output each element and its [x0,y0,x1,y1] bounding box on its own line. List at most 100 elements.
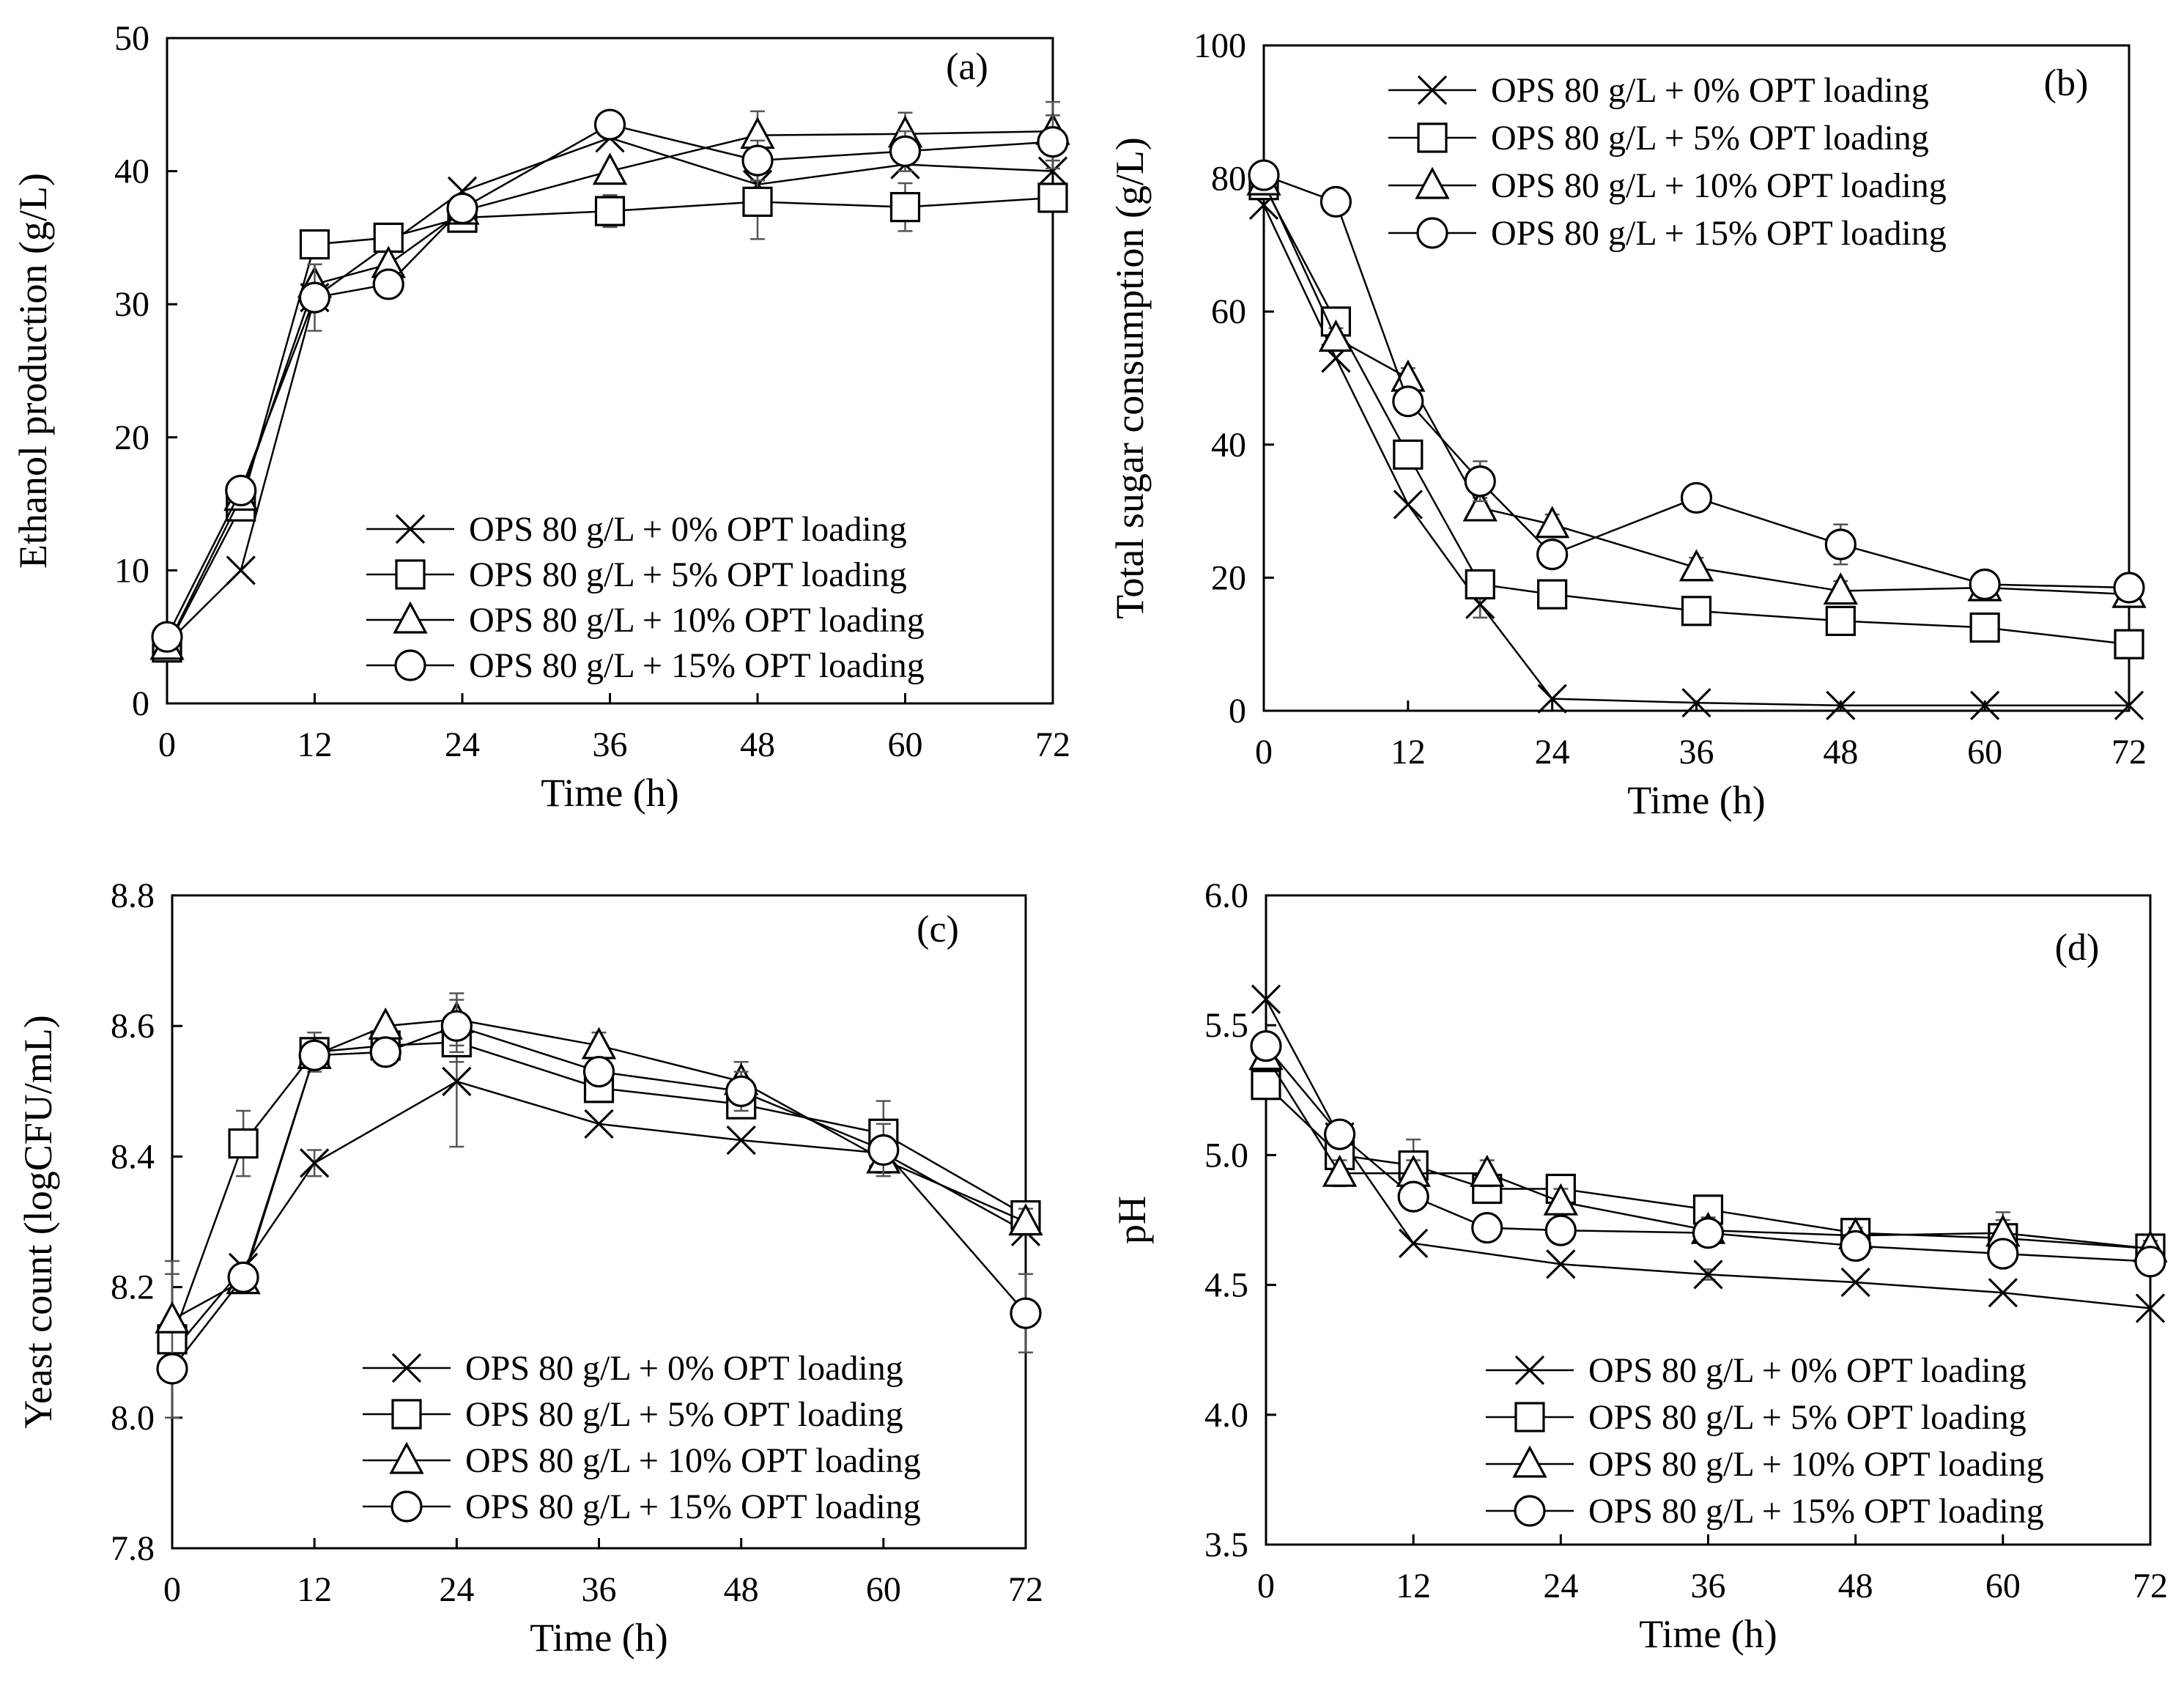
panel-a-data-point [742,186,773,217]
panel-c-data-point [867,1134,900,1167]
panel-d-ytick-label: 4.5 [1204,1266,1248,1305]
legend-label: OPS 80 g/L + 15% OPT loading [465,1487,921,1526]
panel-b-data-point [1970,690,2000,720]
panel-b-data-point [1825,605,1856,637]
panel-a-xtick-label: 24 [445,725,480,764]
panel-d-data-point [1397,1180,1429,1213]
legend-marker [391,1353,422,1383]
panel-a-series-4 [151,108,1069,653]
panel-b-data-point-stroke2 [1826,690,1856,720]
panel-d-series-4 [1250,1029,2166,1278]
legend-label: OPS 80 g/L + 0% OPT loading [1588,1351,2026,1390]
panel-a-ytick-label: 50 [114,19,149,58]
panel-a-ytick-label: 20 [114,418,149,457]
panel-c-series-line [171,1080,1026,1353]
panel-d-ytick-label: 5.0 [1204,1136,1248,1175]
panel-c-xlabel: Time (h) [530,1616,668,1660]
panel-c-ytick-label: 8.6 [111,1007,155,1046]
panel-c-data-point [298,1039,330,1071]
panel-b-data-point-stroke2 [2114,690,2144,720]
panel-b-xtick-label: 48 [1823,733,1858,772]
panel-c-legend: OPS 80 g/L + 0% OPT loading OPS 80 g/L + … [363,1349,921,1526]
panel-b-series-2 [1248,170,2144,659]
panel-d-data-point [1251,984,1281,1014]
panel-b-data-point [1678,549,1714,582]
panel-d-xtick-label: 0 [1257,1567,1275,1605]
panel-a-ytick-label: 30 [114,285,149,324]
legend-marker [391,1399,422,1430]
panel-b-data-point [1826,690,1856,720]
panel-d-data-point [1322,1154,1358,1187]
panel-d-data-point [1693,1260,1723,1290]
panel-b-data-point [1537,579,1568,610]
panel-a-xtick-label: 60 [888,725,923,764]
panel-d-ytick-label: 3.5 [1204,1526,1248,1564]
panel-d-data-point [1692,1217,1725,1249]
panel-b-xtick-label: 12 [1391,733,1426,772]
panel-b-ytick-label: 20 [1211,558,1246,597]
panel-b-data-point [1462,489,1498,522]
panel-d-data-point-stroke2 [1988,1278,2018,1308]
legend-label: OPS 80 g/L + 10% OPT loading [1491,166,1947,205]
panel-b-data-point-stroke2 [1681,687,1711,718]
panel-a-ytick-label: 40 [114,152,149,191]
panel-a-data-point [1037,126,1069,158]
panel-d-data-point [1471,1212,1503,1244]
legend-marker [390,1490,423,1523]
panel-b-data-point [1536,539,1569,571]
panel-d-data-point [1988,1278,2018,1308]
panel-d-data-point [2135,1293,2166,1323]
panel-c-data-point [1008,1203,1043,1236]
panel-d-xtick-label: 72 [2133,1567,2168,1605]
panel-d-data-point [1323,1118,1356,1150]
panel-d-xtick-label: 12 [1396,1567,1431,1605]
panel-b-data-point [1823,572,1859,605]
legend-marker-stroke2 [391,1353,422,1383]
panel-d-xlabel: Time (h) [1639,1612,1777,1656]
panel-b-data-point [1248,159,1280,191]
panel-b-data-point [2113,572,2145,604]
panel-d-data-point [1250,1029,1282,1062]
panel-d-xtick-label: 36 [1691,1567,1726,1605]
panel-a-data-point [225,474,257,507]
legend-marker [1417,122,1448,153]
panel-a-xtick-label: 36 [593,725,628,764]
panel-a-data-point [298,281,331,314]
panel-d-data-point-stroke2 [1693,1260,1723,1290]
panel-c-data-point [440,1010,473,1042]
panel-c-data-point [726,1125,756,1156]
panel-a-data-point [446,192,478,225]
panel-a-data-point [741,144,774,177]
panel-d-data-point-stroke2 [1251,984,1281,1014]
legend-marker-stroke2 [1417,75,1448,106]
panel-d-xtick-label: 48 [1838,1567,1873,1605]
panel-b-series-1 [1248,190,2144,720]
legend-marker [1514,1355,1545,1386]
panel-c-ytick-label: 8.4 [111,1137,155,1176]
panel-d-ytick-label: 6.0 [1204,876,1248,915]
panel-a-panel-label: (a) [946,46,988,88]
panel-b-xtick-label: 36 [1679,733,1714,772]
panel-a-data-point [889,135,922,167]
panel-c-ytick-label: 8.0 [111,1399,155,1438]
panel-b-data-point [1969,612,2000,643]
panel-a-data-point-stroke2 [1037,156,1068,186]
panel-c-ytick-label: 8.2 [111,1268,155,1307]
legend-marker [1416,217,1448,249]
panel-d-data-point [2134,1246,2166,1278]
panel-c-data-point [582,1055,615,1088]
panel-c-series-4 [156,999,1042,1385]
legend-label: OPS 80 g/L + 5% OPT loading [1588,1398,2026,1437]
panel-c-data-point [155,1301,190,1334]
panel-a-data-point-stroke2 [226,555,256,585]
panel-b-data-point [1464,465,1496,498]
panel-d-data-point [1546,1249,1576,1279]
legend-marker [1512,1445,1547,1478]
panel-c-data-point [584,1109,614,1139]
panel-c-xtick-label: 12 [297,1570,332,1609]
legend-label: OPS 80 g/L + 15% OPT loading [1588,1492,2044,1531]
panel-a-data-point [372,268,404,300]
panel-d-panel-label: (d) [2055,927,2100,969]
legend-label: OPS 80 g/L + 0% OPT loading [469,510,907,549]
